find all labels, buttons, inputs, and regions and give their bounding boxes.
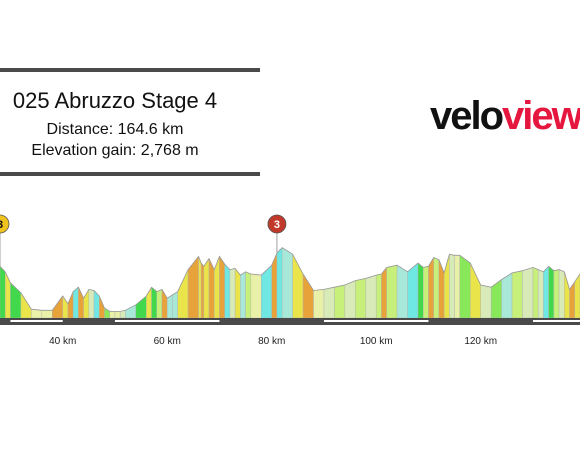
veloviewer-logo: veloview <box>430 96 580 136</box>
profile-segment <box>125 304 137 319</box>
profile-segment <box>198 256 202 319</box>
profile-segment <box>177 269 189 319</box>
profile-segment <box>355 278 366 319</box>
profile-segment <box>67 291 74 319</box>
profile-segment <box>151 286 157 319</box>
profile-segment <box>250 273 262 319</box>
profile-segment <box>511 270 523 319</box>
profile-segment <box>449 253 455 319</box>
title-box: 025 Abruzzo Stage 4 Distance: 164.6 km E… <box>0 68 260 176</box>
x-tick-label: 100 km <box>360 336 393 347</box>
profile-segment <box>428 256 434 319</box>
profile-segment <box>187 255 199 319</box>
profile-segment <box>423 266 429 319</box>
stage-title: 025 Abruzzo Stage 4 <box>12 88 218 113</box>
profile-segment <box>52 295 63 319</box>
profile-segment <box>72 286 79 319</box>
profile-segment <box>219 255 225 319</box>
axis-km-segment <box>532 320 580 322</box>
axis-km-segment <box>114 320 220 322</box>
profile-segment <box>172 291 178 319</box>
profile-segment <box>501 272 513 319</box>
profile-segment <box>109 311 116 319</box>
profile-segment <box>323 286 335 319</box>
profile-segment <box>553 269 560 319</box>
profile-segment <box>344 280 356 319</box>
profile-segment <box>365 274 377 319</box>
summit-badge <box>0 214 10 234</box>
profile-segment <box>334 284 346 319</box>
profile-segment <box>20 292 32 319</box>
profile-segment <box>558 269 565 319</box>
profile-segment <box>381 266 387 319</box>
x-tick-label: 40 km <box>49 336 76 347</box>
profile-segment <box>313 289 325 319</box>
summit-category-label: 3 <box>0 219 3 231</box>
axis-km-segment <box>10 320 63 322</box>
distance-axis: 40 km 60 km 80 km 100 km 120 km <box>0 318 580 347</box>
profile-segment <box>376 273 382 319</box>
profile-segment <box>114 311 121 319</box>
logo-part1: velo <box>430 94 504 138</box>
profile-segment <box>0 266 6 319</box>
profile-segment <box>88 289 95 319</box>
profile-segment <box>470 262 481 319</box>
profile-segment <box>135 295 147 319</box>
profile-segment <box>41 310 53 319</box>
stage-elevation-gain: Elevation gain: 2,768 m <box>31 142 199 159</box>
profile-segment <box>396 264 408 319</box>
summit-badge <box>267 214 287 234</box>
profile-segment <box>543 265 549 319</box>
x-tick-label: 120 km <box>464 336 497 347</box>
profile-segment <box>532 267 539 319</box>
profile-segment <box>224 263 231 319</box>
x-tick-label: 80 km <box>258 336 285 347</box>
stage-distance: Distance: 164.6 km <box>46 121 184 138</box>
profile-segment <box>438 259 445 319</box>
profile-segment <box>276 247 283 319</box>
profile-segment <box>454 255 461 319</box>
profile-segment <box>433 257 440 319</box>
profile-segment <box>281 247 293 319</box>
axis-km-segment <box>323 320 429 322</box>
axis-band <box>0 318 580 325</box>
profile-segment <box>459 254 471 319</box>
profile-segment <box>203 257 210 319</box>
profile-segment <box>569 281 575 319</box>
profile-segment <box>407 262 419 319</box>
profile-outline <box>0 247 580 312</box>
profile-segment <box>167 294 173 319</box>
profile-segment <box>229 268 236 319</box>
profile-segment <box>522 267 534 319</box>
summit-category-label: 3 <box>274 219 280 231</box>
summit-markers: 33 <box>0 214 287 267</box>
profile-segment <box>417 262 424 319</box>
profile-segment <box>386 264 398 319</box>
profile-segment <box>156 289 163 319</box>
logo-part2: view <box>502 94 580 138</box>
profile-segment <box>5 271 11 319</box>
profile-segment <box>234 267 241 319</box>
profile-segment <box>548 265 555 319</box>
x-tick-label: 60 km <box>154 336 181 347</box>
profile-segment <box>302 273 314 319</box>
profile-segment <box>490 279 502 319</box>
profile-segment <box>564 271 570 319</box>
profile-segment <box>537 269 544 319</box>
profile-segment <box>480 284 492 319</box>
profile-segments <box>0 247 580 319</box>
profile-segment <box>200 262 204 319</box>
profile-segment <box>245 271 252 319</box>
profile-segment <box>240 271 246 319</box>
profile-segment <box>214 256 220 319</box>
